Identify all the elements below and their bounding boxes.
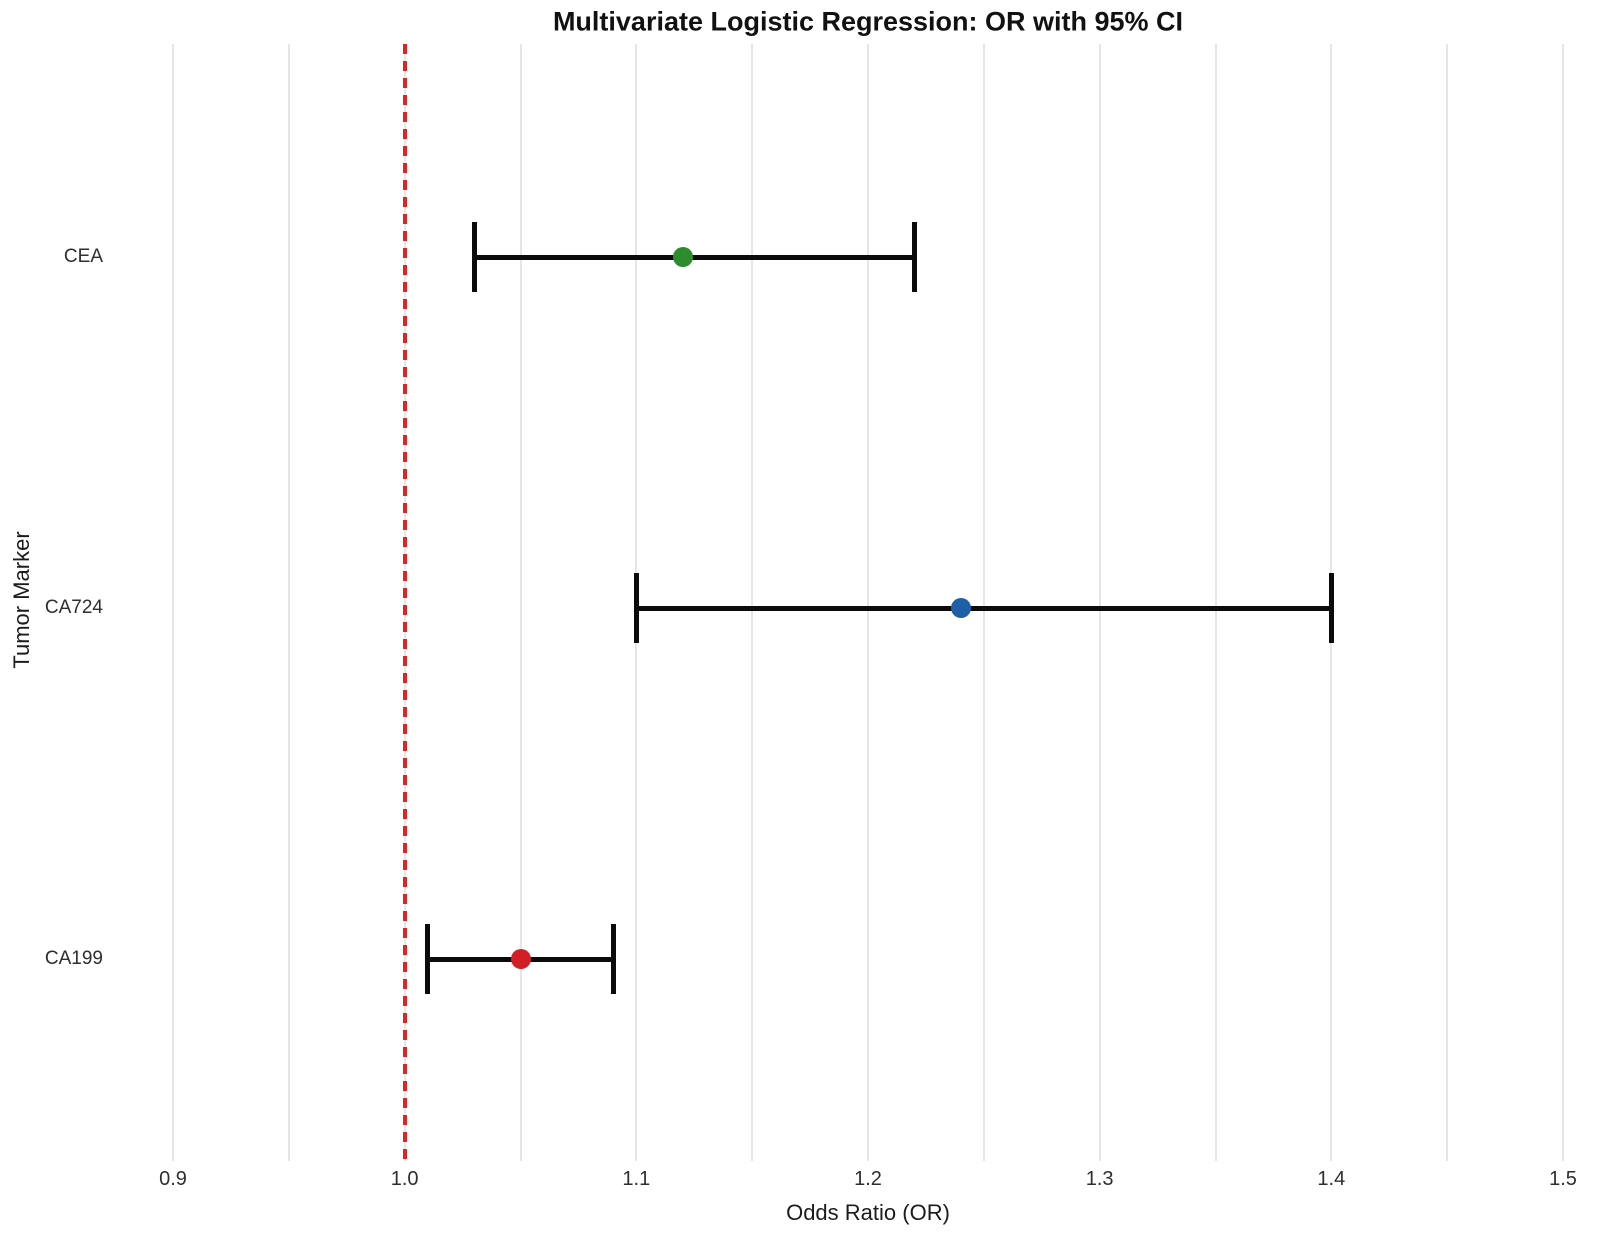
or-point bbox=[672, 247, 693, 267]
plot-area bbox=[172, 44, 1564, 1161]
ci-cap-right bbox=[1328, 573, 1334, 643]
gridline bbox=[287, 44, 290, 1161]
gridline bbox=[1562, 44, 1564, 1161]
gridline bbox=[172, 44, 174, 1161]
category-label: CEA bbox=[63, 246, 103, 267]
category-label: CA199 bbox=[44, 948, 103, 969]
or-point bbox=[950, 598, 971, 618]
ci-cap-right bbox=[911, 222, 917, 292]
chart-title: Multivariate Logistic Regression: OR wit… bbox=[552, 6, 1184, 37]
gridline bbox=[1446, 44, 1449, 1161]
x-tick-label: 1.5 bbox=[1549, 1168, 1577, 1190]
x-tick-label: 1.1 bbox=[622, 1168, 651, 1190]
ci-cap-left bbox=[633, 573, 639, 643]
gridline bbox=[1098, 44, 1101, 1161]
ci-line bbox=[474, 254, 915, 260]
gridline bbox=[867, 44, 869, 1161]
gridline bbox=[982, 44, 985, 1161]
x-tick-label: 1.2 bbox=[854, 1168, 882, 1190]
or-point bbox=[510, 949, 531, 969]
ci-cap-left bbox=[425, 924, 431, 994]
gridline bbox=[751, 44, 754, 1161]
gridline bbox=[1214, 44, 1217, 1161]
ci-cap-left bbox=[471, 222, 477, 292]
ci-line bbox=[636, 605, 1332, 611]
gridline bbox=[519, 44, 522, 1161]
reference-line bbox=[402, 44, 407, 1161]
x-tick-label: 1.4 bbox=[1317, 1168, 1346, 1190]
x-axis-label: Odds Ratio (OR) bbox=[786, 1200, 950, 1225]
x-tick-label: 0.9 bbox=[159, 1168, 187, 1190]
category-label: CA724 bbox=[44, 597, 103, 618]
x-tick-label: 1.3 bbox=[1085, 1168, 1114, 1190]
x-tick-label: 1.0 bbox=[390, 1168, 419, 1190]
ci-cap-right bbox=[610, 924, 616, 994]
